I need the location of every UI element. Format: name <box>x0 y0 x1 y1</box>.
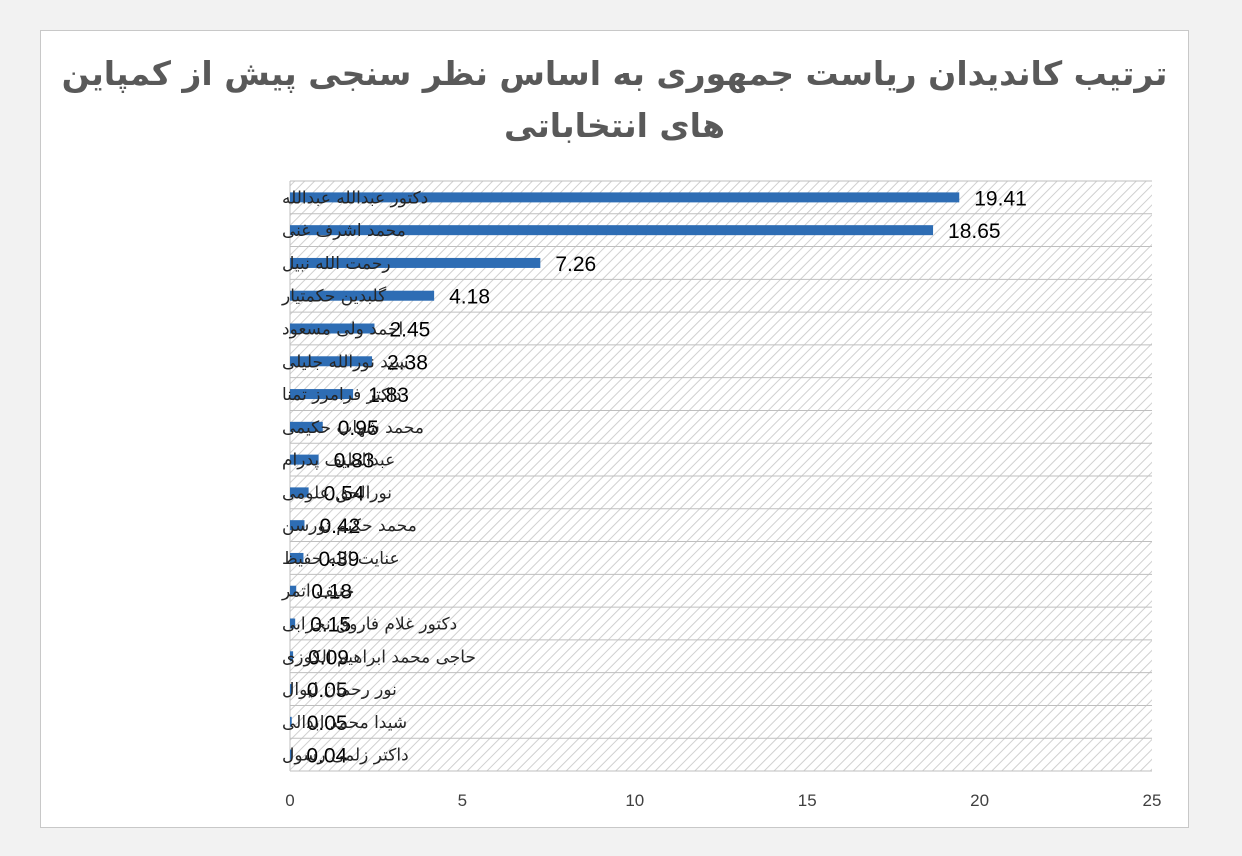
category-label: عنایت الله حفیظ <box>282 549 400 569</box>
category-label: نور رحمان لیوال <box>282 680 397 700</box>
bar <box>290 225 934 236</box>
bar <box>290 257 541 268</box>
data-label: 0.05 <box>307 712 348 735</box>
bar <box>290 356 373 367</box>
bar <box>290 389 354 400</box>
data-label: 19.41 <box>974 187 1027 210</box>
data-label: 2.38 <box>387 351 428 374</box>
data-label: 0.95 <box>338 417 379 440</box>
bar <box>290 585 297 596</box>
category-label: عبدالطیف پدرام <box>282 451 395 471</box>
category-label: گلبدین حکمتیار <box>281 286 387 307</box>
category-label: محمد شهاب حکیمی <box>282 418 424 438</box>
data-label: 0.39 <box>318 548 359 571</box>
data-label: 0.83 <box>334 450 375 473</box>
data-label: 4.18 <box>449 286 490 309</box>
data-label: 2.45 <box>389 319 430 342</box>
data-label: 0.54 <box>324 482 365 505</box>
category-label: دکتور عبدالله عبدالله <box>282 188 428 208</box>
category-label: محمد حکیم تورسن <box>282 516 417 536</box>
category-label: شیدا محمد ابدالی <box>282 713 407 733</box>
x-tick-label: 10 <box>625 791 644 810</box>
category-label: دکتور غلام فاروق نجرابی <box>282 615 457 635</box>
data-label: 0.15 <box>310 614 351 637</box>
chart-title: ترتیب کاندیدان ریاست جمهوری به اساس نظر … <box>61 54 1168 145</box>
bar <box>290 552 304 563</box>
data-label: 18.65 <box>948 220 1001 243</box>
category-label: محمد اشرف غنی <box>282 221 406 241</box>
bar <box>290 487 309 498</box>
category-label: داکتر فرامرز تمنا <box>282 385 402 405</box>
bar <box>290 651 294 662</box>
data-label: 0.18 <box>311 581 352 604</box>
category-label: داکتر زلمی رسول <box>282 746 409 766</box>
data-label: 0.42 <box>319 515 360 538</box>
category-label: حنیف اتمر <box>281 582 354 602</box>
bar <box>290 454 319 465</box>
bar <box>290 716 292 727</box>
category-label: احمد ولی مسعود <box>282 320 403 340</box>
category-label: سید نورالله جلیلی <box>282 352 409 372</box>
x-tick-label: 15 <box>798 791 817 810</box>
category-label: رحمت الله نبیل <box>282 254 391 274</box>
bar <box>290 323 375 334</box>
bar <box>290 192 960 203</box>
bar <box>290 618 296 629</box>
data-label: 0.05 <box>307 679 348 702</box>
x-tick-label: 0 <box>285 791 294 810</box>
x-tick-label: 5 <box>458 791 467 810</box>
bar <box>290 290 435 301</box>
x-tick-label: 20 <box>970 791 989 810</box>
category-label: نورالحق علومی <box>282 483 392 503</box>
bar <box>290 520 305 531</box>
data-label: 1.83 <box>368 384 409 407</box>
bar <box>290 684 292 695</box>
data-label: 7.26 <box>555 253 596 276</box>
category-label: حاجی محمد ابراهیم الکوزی <box>282 647 476 667</box>
bar <box>290 421 323 432</box>
x-tick-label: 25 <box>1143 791 1162 810</box>
bar <box>290 749 292 760</box>
data-label: 0.09 <box>308 646 349 669</box>
data-label: 0.04 <box>306 745 347 768</box>
